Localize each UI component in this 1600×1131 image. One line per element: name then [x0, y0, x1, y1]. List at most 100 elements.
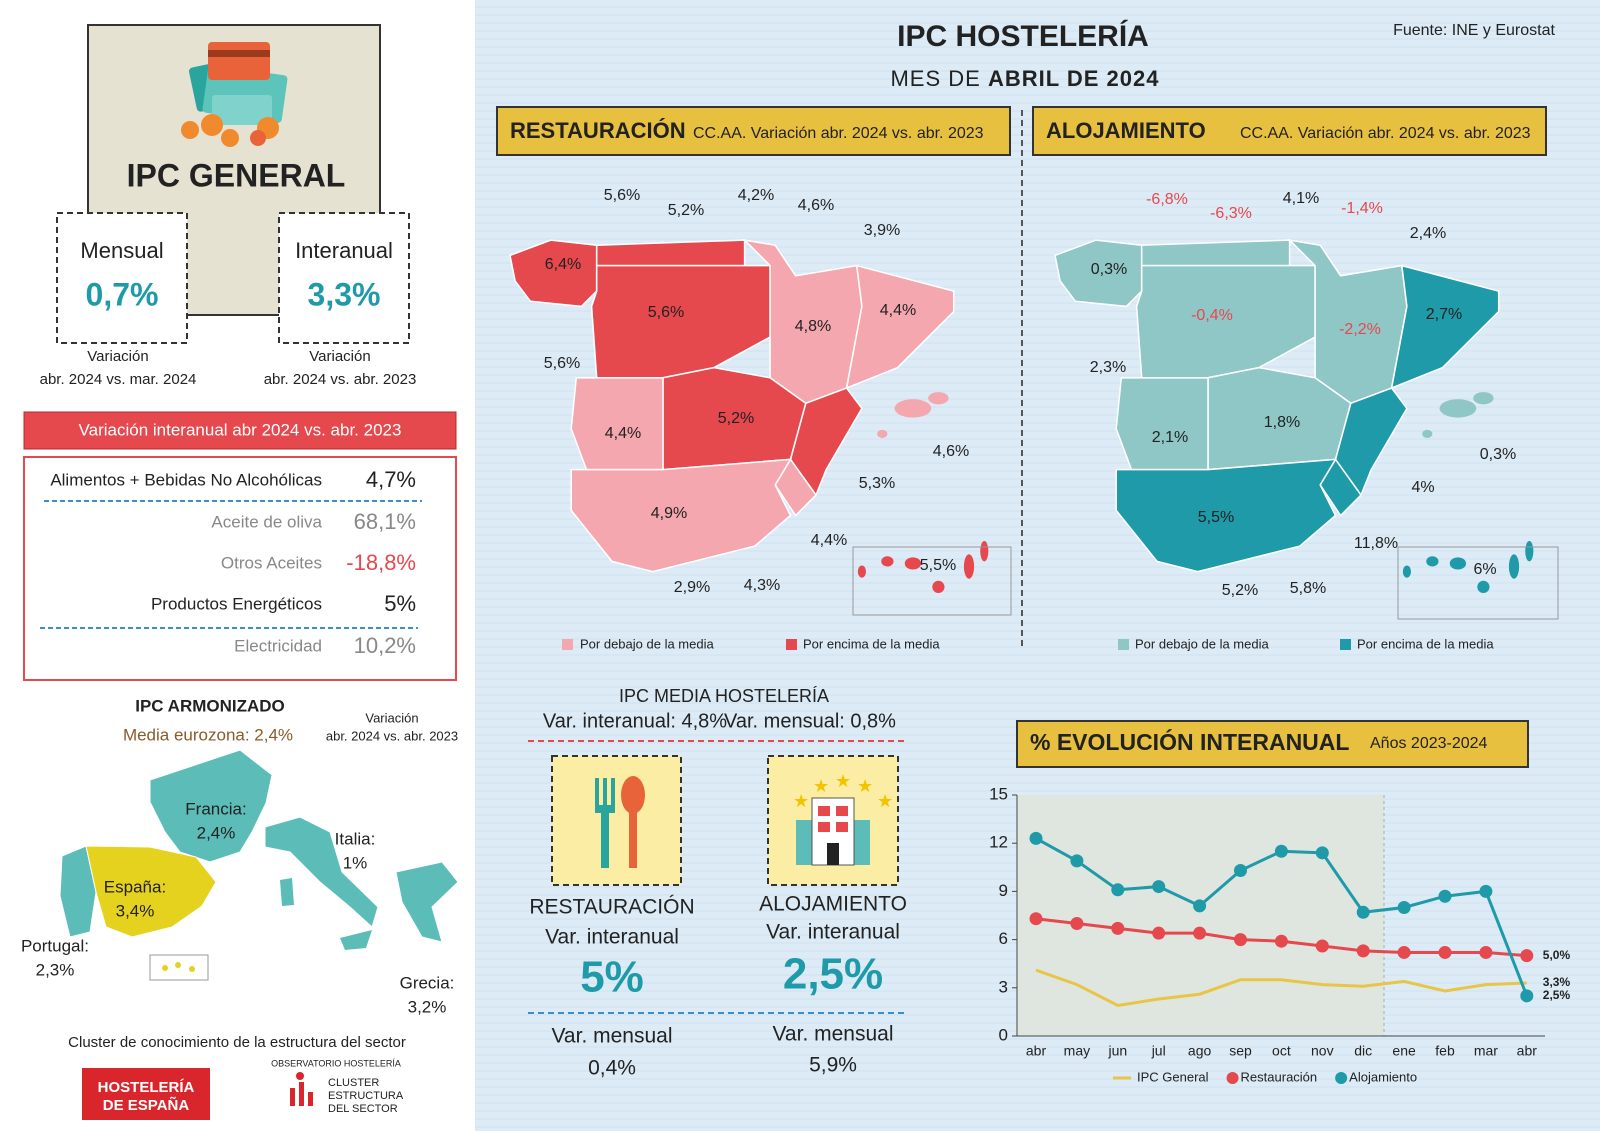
card-label: Var. mensual — [551, 1025, 672, 1048]
point — [1070, 917, 1084, 931]
map-subtitle: CC.AA. Variación abr. 2024 vs. abr. 2023 — [1240, 125, 1531, 142]
point — [1111, 921, 1125, 935]
x-tick-label: dic — [1354, 1043, 1372, 1059]
card-value: 2,5% — [783, 950, 883, 999]
line-chart: 0 3 6 9 12 15 abr may jun jul ago sep oct nov dic ene fe… — [989, 784, 1570, 1084]
legend-label: Por encima de la media — [1357, 636, 1494, 651]
x-tick-label: abr — [1026, 1043, 1047, 1059]
canary-island — [1449, 557, 1467, 570]
legend-label: Por debajo de la media — [1135, 636, 1269, 651]
card-label: Var. mensual — [772, 1023, 893, 1046]
canary-island — [904, 557, 922, 570]
map-subtitle: CC.AA. Variación abr. 2024 vs. abr. 2023 — [693, 125, 984, 142]
logo-text: CLUSTER — [328, 1077, 379, 1089]
media-title: IPC MEDIA HOSTELERÍA — [619, 686, 829, 706]
region — [845, 264, 955, 390]
chart-subtitle: Años 2023-2024 — [1370, 735, 1488, 752]
chart-header — [1016, 720, 1529, 768]
point — [1438, 945, 1452, 959]
spain-map-restauracion — [509, 238, 989, 594]
canary-island — [1508, 554, 1520, 579]
card-label: Var. interanual — [545, 926, 679, 949]
region-value: 5,2% — [718, 410, 754, 427]
card-title: ALOJAMIENTO — [759, 893, 907, 916]
region — [570, 377, 664, 471]
row-label: Otros Aceites — [221, 553, 322, 572]
monthly-box — [56, 212, 188, 344]
logo-text: ESTRUCTURA — [328, 1090, 404, 1102]
y-tick-label: 15 — [989, 784, 1008, 803]
region-value: 4,4% — [605, 425, 641, 442]
point — [1520, 949, 1534, 963]
x-tick-label: sep — [1229, 1043, 1252, 1059]
region-value: 6% — [1473, 561, 1496, 578]
legend-label: Restauración — [1241, 1069, 1318, 1084]
media-interannual: Var. interanual: 4,8% — [543, 710, 727, 732]
monthly-label: Mensual — [80, 238, 163, 263]
series-line — [1035, 968, 1527, 1008]
canary-island — [1477, 580, 1490, 594]
region-value: 6,4% — [545, 256, 581, 273]
region-value: 4,8% — [795, 318, 831, 335]
legend-marker — [1335, 1072, 1348, 1084]
harmonized-title: IPC ARMONIZADO — [135, 696, 285, 715]
row-value: 5% — [384, 591, 416, 616]
region-value: 5,5% — [1198, 509, 1234, 526]
balearic-island — [1439, 399, 1477, 418]
legend-label: Por debajo de la media — [580, 636, 714, 651]
x-tick-label: abr — [1517, 1043, 1538, 1059]
country-name: España: — [104, 877, 166, 896]
card-value: 5% — [580, 953, 644, 1002]
cluster-text: Cluster de conocimiento de la estructura… — [68, 1034, 406, 1051]
point — [1234, 864, 1247, 878]
note: abr. 2024 vs. abr. 2023 — [326, 728, 458, 743]
x-tick-label: jul — [1151, 1043, 1166, 1059]
point — [1397, 945, 1411, 959]
region-value: 5,2% — [668, 202, 704, 219]
row-label: Alimentos + Bebidas No Alcohólicas — [50, 470, 322, 489]
point — [1356, 944, 1370, 958]
point — [1152, 880, 1166, 894]
page-title: IPC HOSTELERÍA — [897, 19, 1149, 53]
eurozone-average: Media eurozona: 2,4% — [123, 725, 293, 744]
country-name: Francia: — [185, 799, 246, 818]
balearic-island — [1422, 429, 1433, 438]
region-value: 4,9% — [651, 505, 687, 522]
point — [1029, 831, 1043, 845]
chart-title: % EVOLUCIÓN INTERANUAL — [1030, 728, 1349, 755]
point — [1234, 933, 1247, 947]
country-value: 1% — [343, 853, 368, 872]
ipc-general-title: IPC GENERAL — [127, 157, 346, 193]
region-value: 0,3% — [1480, 446, 1516, 463]
row-value: 4,7% — [366, 467, 416, 492]
region-value: 5,5% — [920, 557, 956, 574]
region — [1115, 377, 1209, 471]
point — [1315, 846, 1329, 860]
canary-island — [1525, 541, 1534, 562]
canarias-box — [852, 546, 1012, 616]
point — [1397, 900, 1411, 914]
region-value: 2,4% — [1410, 225, 1446, 242]
row-label: Aceite de oliva — [211, 512, 322, 531]
canary-island — [963, 554, 975, 579]
legend-swatch — [1340, 639, 1351, 650]
x-tick-label: ene — [1392, 1043, 1416, 1059]
point — [1070, 854, 1084, 868]
map-title: ALOJAMIENTO — [1046, 118, 1206, 143]
note: Variación — [365, 710, 418, 725]
region-value: 2,7% — [1426, 306, 1462, 323]
spain-map-alojamiento — [1054, 238, 1534, 594]
region-value: 4,4% — [880, 302, 916, 319]
country-name: Grecia: — [400, 973, 455, 992]
money-icon — [181, 42, 288, 147]
region — [1390, 264, 1500, 390]
logo-hosteleria — [82, 1068, 210, 1120]
y-tick-label: 3 — [999, 977, 1008, 996]
breakdown-box — [23, 456, 457, 681]
interannual-value: 3,3% — [308, 276, 381, 312]
region-value: 4,6% — [798, 197, 834, 214]
region — [1115, 458, 1337, 573]
country-name: Italia: — [335, 829, 376, 848]
note: Variación — [309, 348, 370, 365]
svg-text:★: ★ — [835, 771, 851, 791]
